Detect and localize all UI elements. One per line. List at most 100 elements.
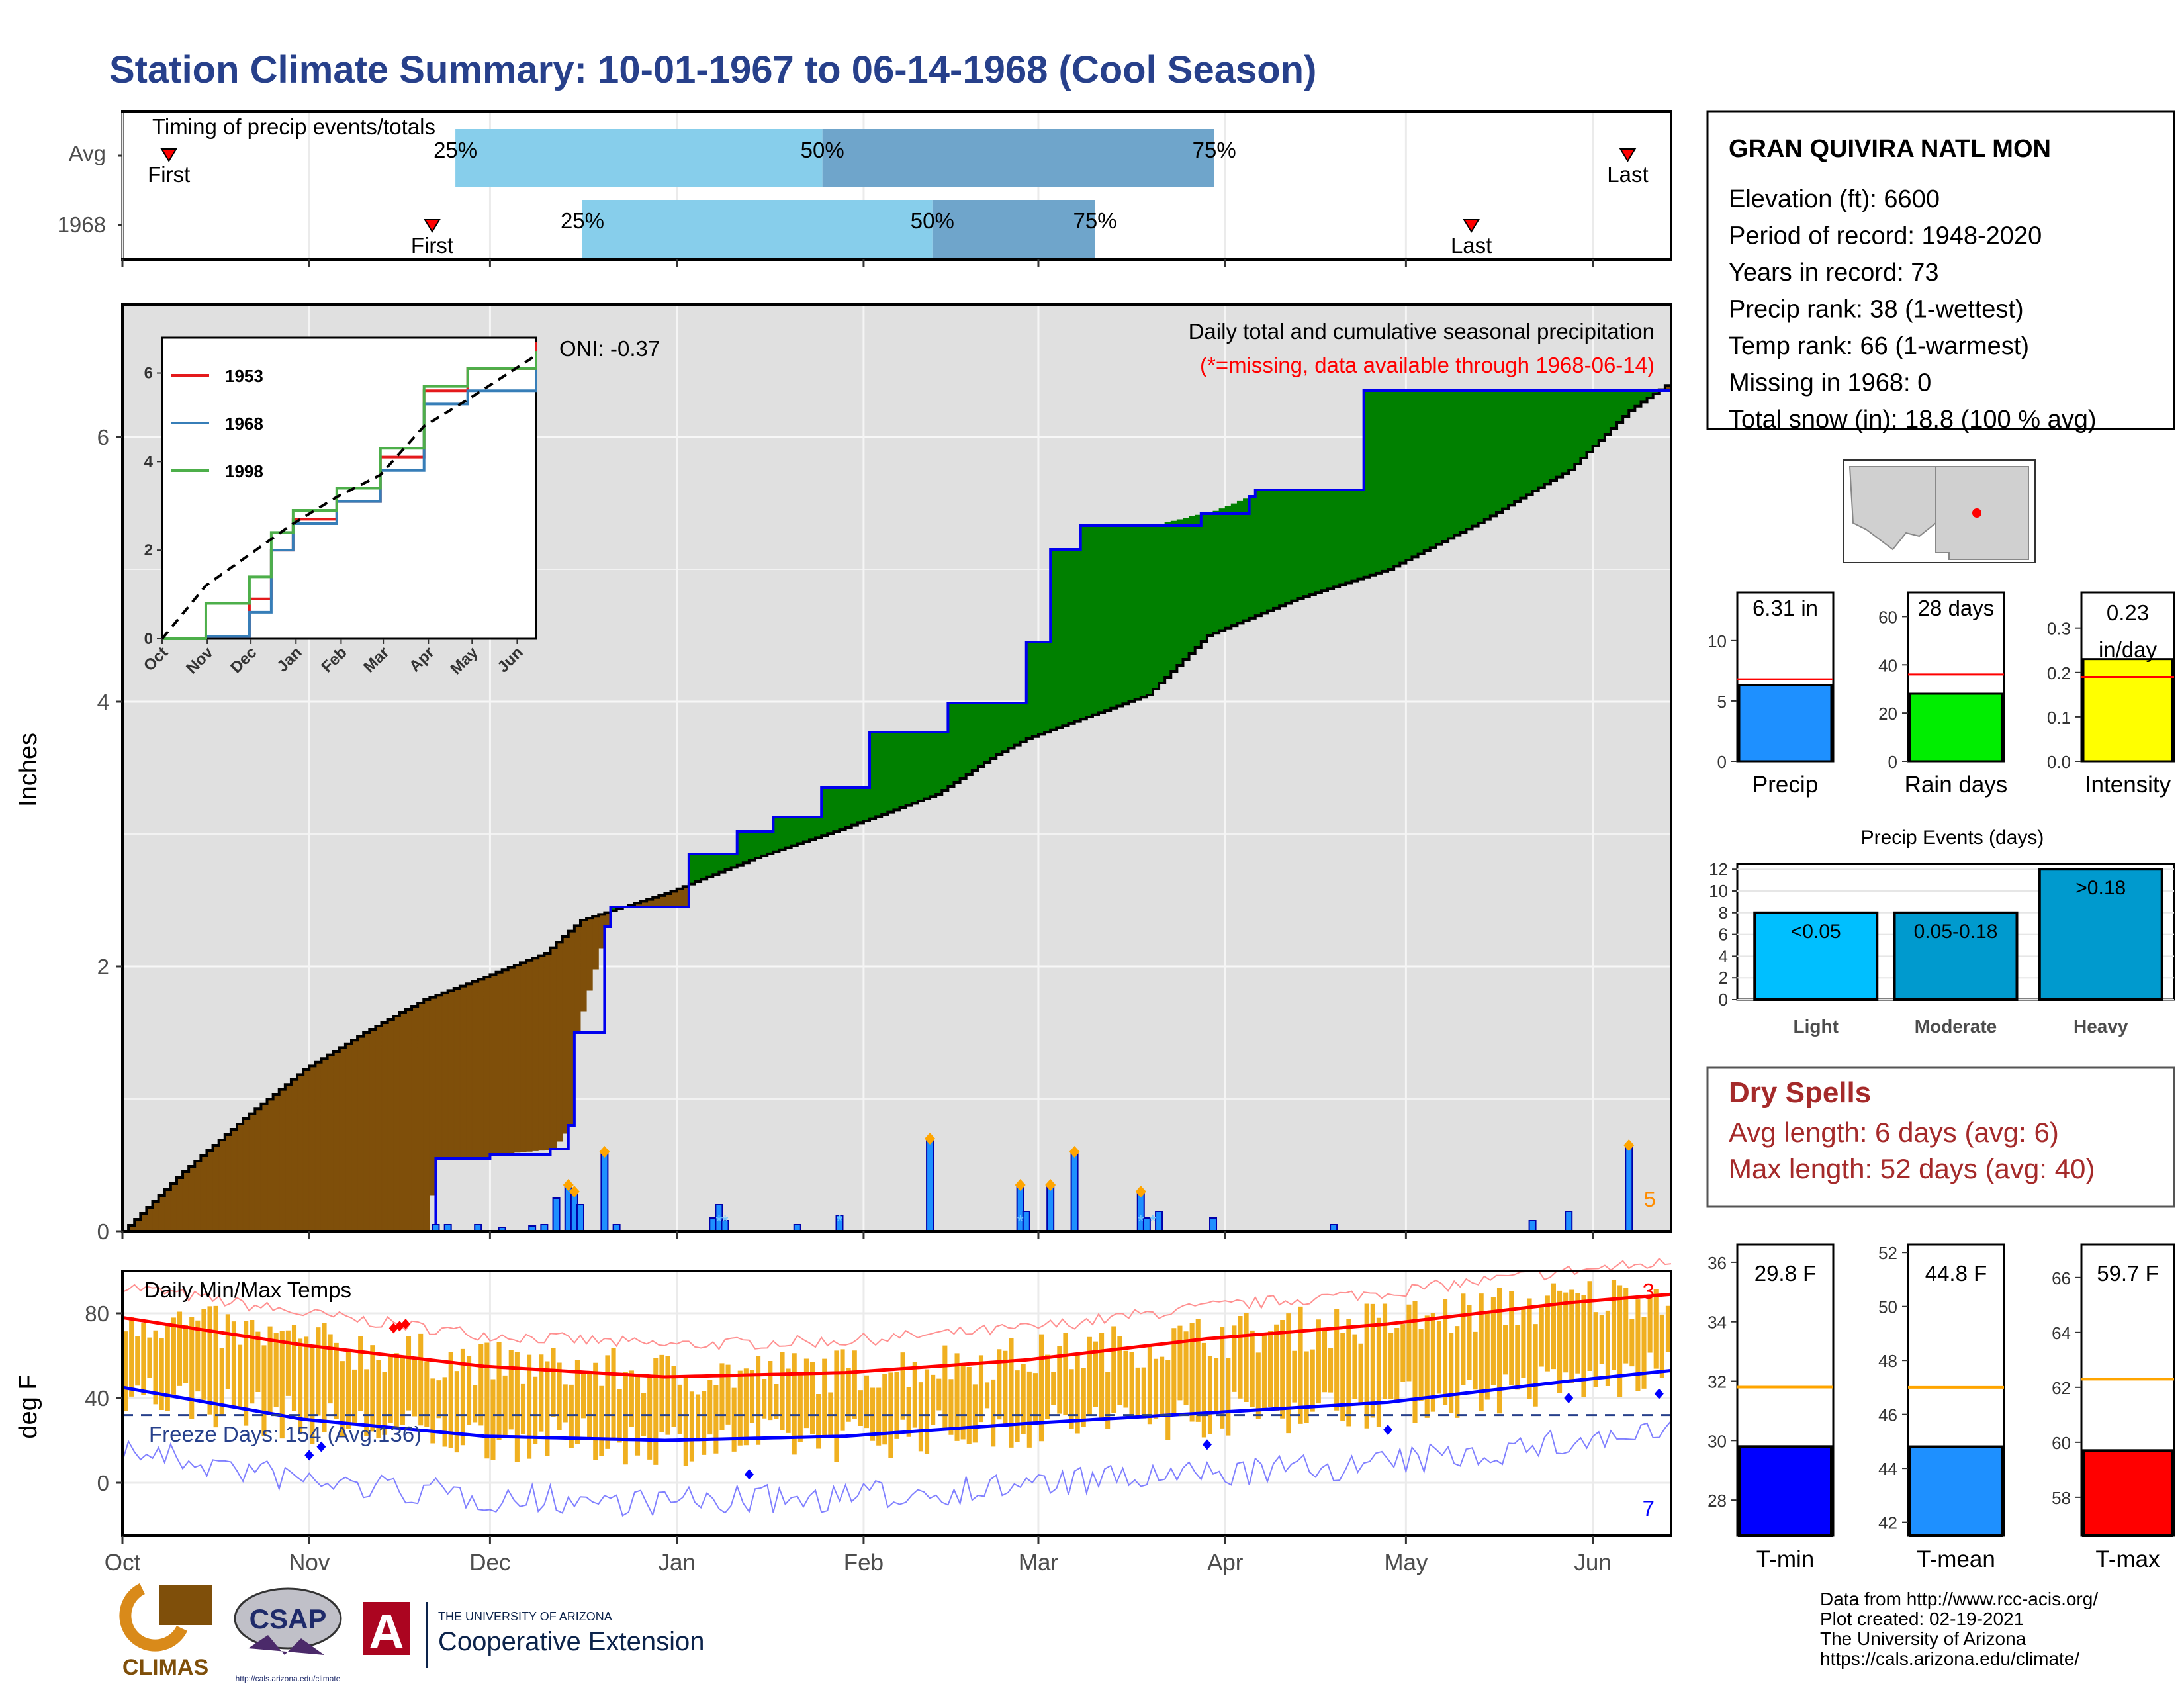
temp-frame bbox=[121, 1270, 1672, 1537]
snow-marker bbox=[1623, 1139, 1635, 1151]
intensity-unit: in/day bbox=[2099, 637, 2158, 662]
csap-text: CSAP bbox=[250, 1603, 327, 1634]
timing-bar-25-50 bbox=[582, 200, 933, 258]
station-detail-line: Temp rank: 66 (1-warmest) bbox=[1729, 332, 2029, 360]
daily-precip-bar bbox=[1209, 1217, 1218, 1232]
rain-days-value: 28 days bbox=[1918, 596, 1995, 620]
snow-marker bbox=[563, 1179, 574, 1191]
temp-panel-ytick-label: 60 bbox=[2052, 1433, 2071, 1453]
daily-precip-bar bbox=[600, 1151, 609, 1232]
inset-legend: 1953 1968 1998 bbox=[171, 366, 263, 481]
temp-panel-ytick-label: 50 bbox=[1878, 1297, 1897, 1317]
timing-bar-50-75 bbox=[822, 129, 1214, 187]
inset-legend-label: 1953 bbox=[225, 366, 263, 386]
events-bar bbox=[1753, 911, 1879, 1002]
first-event-marker bbox=[424, 219, 441, 233]
precip-y-axis: 0 2 4 6 bbox=[97, 425, 122, 1244]
events-ytick-label: 2 bbox=[1719, 968, 1728, 988]
events-bar bbox=[2038, 868, 2163, 1001]
rain-panel-label: Rain days bbox=[1905, 772, 2008, 798]
temp-ytick-label: 0 bbox=[97, 1471, 109, 1495]
precip-ytick-label: 2 bbox=[97, 955, 109, 979]
station-detail-line: Total snow (in): 18.8 (100 % avg) bbox=[1729, 406, 2097, 434]
station-detail-line: Years in record: 73 bbox=[1729, 259, 1939, 287]
precip-ylabel: Inches bbox=[15, 733, 42, 807]
events-ytick-label: 10 bbox=[1709, 881, 1728, 901]
dry-spells-frame bbox=[1706, 1066, 2175, 1208]
temp-panel-ytick-label: 30 bbox=[1707, 1431, 1727, 1451]
events-bar-label: >0.18 bbox=[2075, 877, 2126, 899]
record-low-marker bbox=[1654, 1388, 1664, 1399]
events-category-label: Light bbox=[1794, 1016, 1839, 1037]
precip-caption: Daily total and cumulative seasonal prec… bbox=[1189, 319, 1655, 344]
station-name: GRAN QUIVIRA NATL MON bbox=[1729, 135, 2051, 163]
precip-ytick-label: 6 bbox=[97, 425, 109, 449]
daily-precip-bar bbox=[576, 1204, 584, 1232]
events-bar-label: <0.05 bbox=[1791, 921, 1841, 943]
rain-panel-ytick-label: 10 bbox=[1707, 632, 1727, 651]
temp-panel-value: 44.8 F bbox=[1925, 1261, 1987, 1286]
timing-label-25: 25% bbox=[433, 138, 477, 162]
page-title: Station Climate Summary: 10-01-1967 to 0… bbox=[109, 48, 1316, 91]
inset-legend-label: 1998 bbox=[225, 461, 263, 481]
year-cumulative-line bbox=[122, 389, 1671, 1233]
timing-title: Timing of precip events/totals bbox=[152, 115, 435, 139]
rain-panel-ytick-label: 60 bbox=[1878, 607, 1897, 627]
rain-panel-label: Precip bbox=[1752, 772, 1818, 798]
temp-ytick-label: 80 bbox=[85, 1301, 109, 1326]
temp-title: Daily Min/Max Temps bbox=[144, 1278, 351, 1302]
precip-ytick-label: 0 bbox=[97, 1219, 109, 1244]
precip-total-value: 6.31 in bbox=[1752, 596, 1818, 620]
events-category-label: Heavy bbox=[2073, 1016, 2128, 1037]
climas-text: CLIMAS bbox=[122, 1655, 208, 1680]
inset-ytick-label: 0 bbox=[144, 630, 153, 648]
trace-marker: * bbox=[836, 1211, 842, 1231]
record-low-count: 7 bbox=[1643, 1496, 1655, 1521]
temp-panel-ytick-label: 52 bbox=[1878, 1243, 1897, 1263]
first-event-label: First bbox=[148, 162, 190, 187]
inset-average-line bbox=[161, 354, 537, 640]
avg-max-temp-line bbox=[122, 1292, 1672, 1379]
temp-xtick-label: Feb bbox=[844, 1550, 884, 1575]
temp-panel-ytick-label: 64 bbox=[2052, 1323, 2071, 1343]
temp-xtick-label: Dec bbox=[469, 1550, 510, 1575]
temp-plot-area bbox=[121, 1258, 1672, 1536]
daily-precip-bar bbox=[1625, 1145, 1633, 1232]
snow-marker bbox=[1135, 1186, 1146, 1197]
temp-panel-ytick-label: 32 bbox=[1707, 1372, 1727, 1392]
temp-panel-ytick-label: 42 bbox=[1878, 1513, 1897, 1533]
events-bar bbox=[1893, 911, 2019, 1002]
temp-panel-ytick-label: 44 bbox=[1878, 1459, 1897, 1479]
rain-panel-ytick-label: 0 bbox=[1717, 752, 1727, 772]
timing-axis-ticks bbox=[118, 154, 1594, 267]
events-ytick-label: 0 bbox=[1719, 990, 1728, 1009]
inset-legend-label: 1968 bbox=[225, 414, 263, 434]
temp-panel-ytick-label: 34 bbox=[1707, 1313, 1727, 1333]
temp-xtick-label: May bbox=[1384, 1550, 1428, 1575]
events-category-label: Moderate bbox=[1915, 1016, 1997, 1037]
climas-block bbox=[159, 1585, 212, 1625]
daily-precip-bar bbox=[1155, 1211, 1163, 1232]
rain-panel-ytick-label: 0.1 bbox=[2047, 708, 2071, 727]
daily-temp-range-bars bbox=[123, 1280, 1670, 1466]
temp-panel-label: T-mean bbox=[1917, 1546, 1995, 1572]
dry-spells-box: Dry Spells Avg length: 6 days (avg: 6) M… bbox=[1706, 1066, 2175, 1208]
snow-marker bbox=[1045, 1179, 1056, 1191]
temp-panel-ytick-label: 48 bbox=[1878, 1351, 1897, 1371]
location-map bbox=[1843, 459, 2036, 563]
timing-panel: 25% 50% 75% First Last 25% 50% 75% First Last Tim… bbox=[58, 110, 1672, 267]
rain-panel-label: Intensity bbox=[2085, 772, 2171, 798]
timing-row-label-1968: 1968 bbox=[58, 212, 106, 237]
timing-label-50: 50% bbox=[801, 138, 844, 162]
average-cumulative-line bbox=[122, 381, 1672, 1233]
dry-spells-title: Dry Spells bbox=[1729, 1076, 1871, 1109]
csap-logo: CSAP http://cals.arizona.edu/climate bbox=[234, 1587, 342, 1683]
events-ytick-label: 8 bbox=[1719, 903, 1728, 923]
rain-panel-ytick-label: 0.0 bbox=[2047, 752, 2071, 772]
temp-panel-label: T-min bbox=[1756, 1546, 1815, 1572]
temp-panel-bar bbox=[1909, 1445, 2003, 1538]
timing-row-label-avg: Avg bbox=[69, 141, 106, 165]
first-event-marker bbox=[160, 148, 177, 162]
temp-xtick-label: Apr bbox=[1207, 1550, 1244, 1575]
